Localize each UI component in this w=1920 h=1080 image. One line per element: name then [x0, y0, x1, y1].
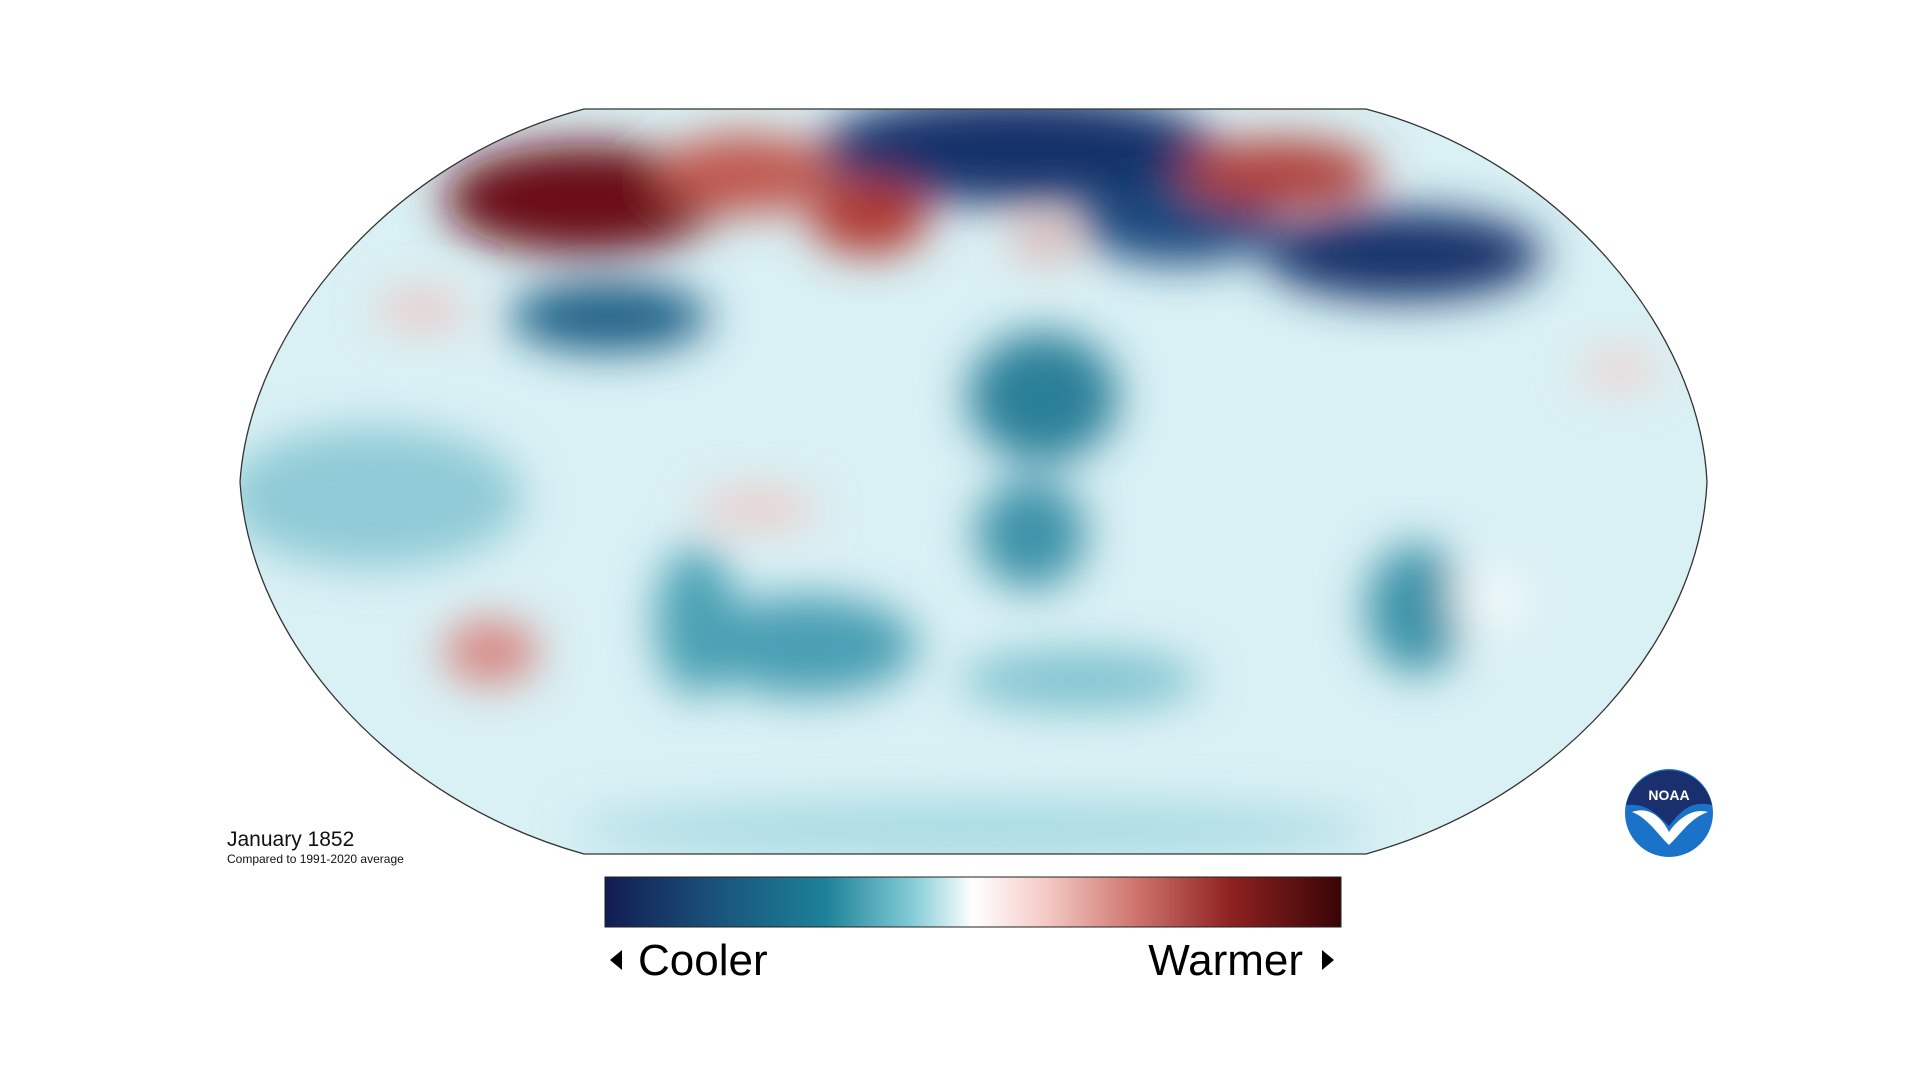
anomaly-area — [1011, 226, 1075, 258]
map-outline — [239, 108, 1708, 855]
logo-top — [1626, 770, 1712, 826]
anomaly-area — [377, 294, 467, 326]
anomaly-area — [968, 332, 1118, 462]
noaa-logo: NOAA — [1625, 769, 1713, 857]
arrow-right — [1322, 950, 1334, 970]
anomaly-area — [960, 650, 1200, 710]
anomaly-area — [818, 109, 1218, 204]
anomaly-area — [443, 620, 539, 684]
legend-low: Cooler — [638, 936, 768, 985]
anomaly-area — [1366, 544, 1466, 674]
anomaly-area — [1580, 352, 1660, 388]
anomaly-area — [976, 479, 1086, 589]
anomaly-area — [573, 800, 1373, 854]
map-subtitle: Compared to 1991-2020 average — [227, 852, 404, 866]
anomaly-area — [1263, 210, 1543, 300]
anomaly-field — [240, 109, 1707, 854]
anomaly-area — [655, 134, 835, 214]
logo-bird — [1632, 810, 1708, 845]
logo-text: NOAA — [1648, 787, 1689, 803]
arrow-left — [610, 950, 622, 970]
map-title: January 1852 — [227, 828, 354, 851]
anomaly-area — [697, 596, 917, 696]
anomaly-area — [509, 282, 709, 352]
anomaly-area — [1179, 139, 1379, 209]
anomaly-area — [809, 179, 929, 255]
anomaly-area — [1450, 570, 1530, 630]
anomaly-area — [656, 546, 736, 696]
anomaly-blobs — [240, 109, 1660, 854]
color-scale — [604, 876, 1342, 928]
anomaly-area — [240, 427, 523, 567]
legend-high: Warmer — [1148, 936, 1303, 985]
anomaly-area — [698, 493, 818, 525]
anomaly-area — [444, 144, 724, 254]
